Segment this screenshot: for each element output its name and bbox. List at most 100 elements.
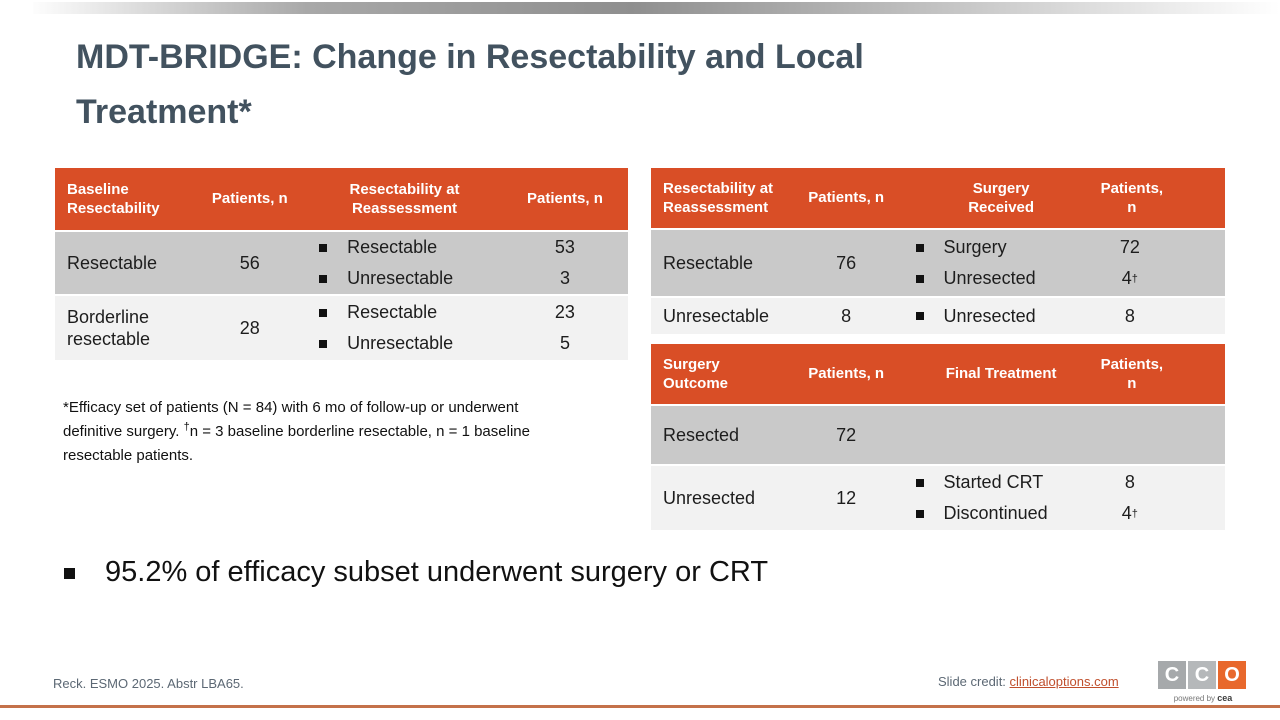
- footnote-line: definitive surgery. †n = 3 baseline bord…: [63, 421, 530, 441]
- key-finding-bullet: 95.2% of efficacy subset underwent surge…: [64, 556, 768, 589]
- bullet-item-label: Unresectable: [347, 333, 454, 353]
- footnote-line: resectable patients.: [63, 447, 194, 464]
- sub-item-counts: 8 4 †: [1099, 466, 1225, 530]
- bullet-item: Unresected: [915, 301, 1099, 332]
- table-row: Unresectable 8 Unresected 8: [651, 298, 1225, 334]
- row-label: Resectable: [67, 252, 158, 273]
- bullet-item: Unresectable: [319, 263, 502, 294]
- bullet-item-label: Unresectable: [347, 268, 454, 288]
- row-label: Resected: [663, 424, 740, 445]
- bullet-item-label: Unresected: [943, 305, 1036, 326]
- patients-count: 4 †: [1121, 268, 1138, 288]
- bullet-item: Started CRT: [915, 467, 1099, 498]
- logo-letter-c1: C: [1158, 661, 1186, 689]
- bullet-item-label: Resectable: [347, 302, 438, 322]
- surgery-outcome-table: Surgery Outcome Patients, n Final Treatm…: [651, 344, 1225, 530]
- row-label: Borderline resectable: [67, 306, 151, 350]
- sub-item-counts: 53 3: [502, 232, 628, 294]
- column-header: Patients, n: [527, 190, 603, 208]
- patients-count: 53: [554, 237, 575, 257]
- slide-credit-label: Slide credit:: [938, 674, 1010, 689]
- bullet-item-label: Surgery: [943, 237, 1007, 257]
- bullet-item: Unresected: [915, 263, 1099, 294]
- title-line-1: MDT-BRIDGE: Change in Resectability and …: [76, 38, 864, 76]
- patients-count: 8: [1124, 305, 1135, 326]
- bullet-item-label: Started CRT: [943, 472, 1044, 492]
- surgery-received-table: Resectability at Reassessment Patients, …: [651, 168, 1225, 334]
- column-header: Final Treatment: [945, 365, 1057, 383]
- cco-logo-squares: C C O: [1158, 661, 1248, 689]
- patients-count: 8: [841, 305, 852, 326]
- bullet-square-icon: [915, 478, 924, 487]
- patients-count: 28: [239, 317, 260, 338]
- table-row: Unresected 12 Started CRT Discontinued 8…: [651, 466, 1225, 530]
- sub-item-counts: [1099, 406, 1225, 464]
- patients-count: 56: [239, 252, 260, 273]
- logo-letter-o: O: [1218, 661, 1246, 689]
- bullet-item: Unresectable: [319, 328, 502, 359]
- logo-letter-c2: C: [1188, 661, 1216, 689]
- bullet-square-icon: [915, 243, 924, 252]
- table-header-row: Resectability at Reassessment Patients, …: [651, 168, 1225, 228]
- row-label: Unresectable: [663, 305, 770, 326]
- title-line-2: Treatment*: [76, 93, 252, 131]
- sub-items: Unresected: [904, 298, 1099, 334]
- column-header: Surgery Received: [968, 179, 1035, 217]
- sub-item-counts: 72 4 †: [1099, 230, 1225, 296]
- column-header: Patients, n: [211, 190, 288, 208]
- cco-logo: C C O powered by cea: [1158, 661, 1248, 703]
- column-header: Patients, n: [808, 189, 885, 207]
- table-row: Resectable 76 Surgery Unresected 72 4 †: [651, 230, 1225, 296]
- bullet-item-label: Discontinued: [943, 503, 1048, 523]
- bullet-square-icon: [319, 308, 328, 317]
- column-header: Resectability at Reassessment: [349, 180, 460, 218]
- patients-count: 12: [836, 487, 857, 508]
- bullet-item: Surgery: [915, 232, 1099, 263]
- patients-count: 3: [559, 268, 570, 288]
- sub-item-counts: 23 5: [502, 296, 628, 360]
- bullet-item: Resectable: [319, 297, 502, 328]
- slide-credit-link[interactable]: clinicaloptions.com: [1009, 674, 1119, 689]
- column-header: Surgery Outcome: [663, 355, 729, 393]
- bullet-square-icon: [319, 274, 328, 283]
- sub-items: Surgery Unresected: [904, 230, 1099, 296]
- row-label: Unresected: [663, 487, 756, 508]
- logo-tagline: powered by cea: [1173, 693, 1233, 703]
- bullet-square-icon: [915, 509, 924, 518]
- bullet-item: Resectable: [319, 232, 502, 263]
- sub-items: [904, 406, 1099, 464]
- sub-items: Resectable Unresectable: [307, 232, 502, 294]
- key-finding-text: 95.2% of efficacy subset underwent surge…: [105, 556, 769, 588]
- column-header: Baseline Resectability: [67, 180, 160, 218]
- row-label: Resectable: [663, 252, 754, 273]
- top-gradient-bar: [33, 2, 1280, 14]
- bullet-square-icon: [64, 568, 75, 579]
- table-row: Resected 72: [651, 406, 1225, 464]
- baseline-resectability-table: Baseline Resectability Patients, n Resec…: [55, 168, 628, 360]
- footer-divider-line: [0, 705, 1280, 708]
- bullet-item-label: Resectable: [347, 237, 438, 257]
- sub-items: Resectable Unresectable: [307, 296, 502, 360]
- sub-items: Started CRT Discontinued: [904, 466, 1099, 530]
- bullet-item: Discontinued: [915, 498, 1099, 529]
- patients-count: 76: [836, 252, 857, 273]
- slide-credit: Slide credit: clinicaloptions.com: [938, 674, 1119, 689]
- footnote-line: *Efficacy set of patients (N = 84) with …: [63, 399, 519, 416]
- patients-count: 5: [559, 333, 570, 353]
- patients-count: 4 †: [1121, 503, 1138, 523]
- table-header-row: Baseline Resectability Patients, n Resec…: [55, 168, 628, 230]
- table-row: Resectable 56 Resectable Unresectable 53…: [55, 232, 628, 294]
- footnote: *Efficacy set of patients (N = 84) with …: [63, 396, 623, 468]
- table-header-row: Surgery Outcome Patients, n Final Treatm…: [651, 344, 1225, 404]
- reference-text: Reck. ESMO 2025. Abstr LBA65.: [53, 676, 244, 691]
- sub-item-counts: 8: [1099, 298, 1225, 334]
- column-header: Resectability at Reassessment: [663, 179, 774, 217]
- column-header: Patients, n: [1100, 179, 1164, 217]
- table-row: Borderline resectable 28 Resectable Unre…: [55, 296, 628, 360]
- patients-count: 23: [554, 302, 575, 322]
- bullet-square-icon: [319, 243, 328, 252]
- patients-count: 72: [836, 424, 857, 445]
- bullet-square-icon: [915, 312, 924, 320]
- column-header: Patients, n: [1100, 355, 1164, 393]
